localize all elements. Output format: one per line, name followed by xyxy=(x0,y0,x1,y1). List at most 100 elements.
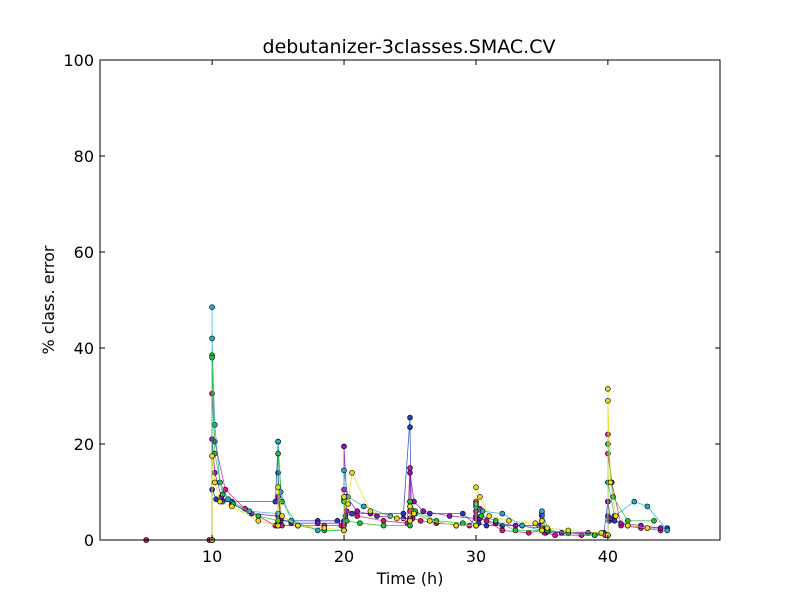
data-point xyxy=(275,522,281,529)
data-point xyxy=(367,508,374,515)
data-point xyxy=(624,517,631,524)
data-point xyxy=(483,522,490,529)
data-point xyxy=(552,532,558,539)
data-point xyxy=(478,513,485,519)
series-line-5 xyxy=(211,388,648,540)
data-point xyxy=(209,335,215,342)
data-point xyxy=(341,527,347,534)
data-point xyxy=(349,469,355,476)
y-tick-label: 60 xyxy=(74,243,94,262)
x-tick-label: 40 xyxy=(598,547,618,566)
data-point xyxy=(407,503,413,510)
data-point xyxy=(512,522,519,529)
data-point xyxy=(400,510,407,517)
data-point xyxy=(591,532,598,539)
data-point xyxy=(341,467,347,474)
data-point xyxy=(417,517,424,524)
data-point xyxy=(644,525,651,531)
data-point xyxy=(651,517,657,524)
data-point xyxy=(212,421,218,428)
y-tick-label: 100 xyxy=(63,51,94,70)
data-point xyxy=(605,397,611,404)
data-point xyxy=(607,479,614,486)
data-point xyxy=(598,529,605,536)
data-point xyxy=(275,484,281,491)
data-point xyxy=(407,469,413,476)
data-point xyxy=(565,527,572,534)
data-point xyxy=(453,522,460,529)
data-point xyxy=(374,513,380,519)
data-point xyxy=(255,517,262,524)
data-point xyxy=(624,522,631,529)
data-point xyxy=(334,517,341,524)
data-point xyxy=(212,479,218,486)
data-point xyxy=(519,522,525,529)
data-point xyxy=(446,513,453,519)
data-point xyxy=(217,498,223,505)
data-point xyxy=(525,529,532,536)
data-point xyxy=(357,520,363,527)
data-point xyxy=(209,304,215,311)
data-point xyxy=(664,527,671,534)
y-axis-label: % class. error xyxy=(39,245,58,354)
y-tick-label: 40 xyxy=(74,339,94,358)
data-point xyxy=(360,503,367,510)
data-point xyxy=(407,424,413,431)
data-point xyxy=(512,527,519,534)
data-point xyxy=(314,520,321,527)
data-point xyxy=(407,498,413,505)
data-point xyxy=(477,493,483,500)
data-point xyxy=(229,503,235,510)
data-point xyxy=(499,510,506,517)
data-point xyxy=(506,517,512,524)
y-tick-label: 0 xyxy=(84,531,94,550)
data-point xyxy=(499,527,506,534)
data-point xyxy=(473,484,479,491)
data-point xyxy=(479,508,486,515)
data-point xyxy=(558,529,565,536)
data-point xyxy=(657,525,664,531)
plot-frame xyxy=(99,59,721,541)
series-3 xyxy=(209,304,671,543)
data-point xyxy=(275,438,281,445)
data-point xyxy=(605,385,611,392)
data-point xyxy=(295,522,301,529)
x-axis-label: Time (h) xyxy=(376,569,444,588)
data-point xyxy=(354,513,361,519)
data-point xyxy=(255,513,262,519)
data-point xyxy=(492,517,499,524)
data-point xyxy=(411,510,417,517)
data-point xyxy=(631,498,638,505)
data-point xyxy=(407,414,413,421)
data-point xyxy=(486,513,492,519)
data-point xyxy=(532,520,539,527)
data-point xyxy=(644,503,651,510)
x-tick-label: 20 xyxy=(334,547,354,566)
y-tick-label: 80 xyxy=(74,147,94,166)
data-point xyxy=(407,522,413,529)
x-tick-label: 10 xyxy=(202,547,222,566)
data-point xyxy=(219,491,226,498)
data-point xyxy=(209,354,215,361)
series-layer xyxy=(143,304,671,543)
data-point xyxy=(393,515,400,522)
data-point xyxy=(473,522,479,529)
y-tick-label: 20 xyxy=(74,435,94,454)
data-point xyxy=(539,508,545,515)
data-point xyxy=(279,513,285,519)
data-point xyxy=(544,525,551,531)
data-point xyxy=(459,520,466,527)
data-point xyxy=(341,443,347,450)
data-point xyxy=(272,498,279,505)
data-point xyxy=(275,450,281,457)
data-point xyxy=(209,453,215,459)
data-point xyxy=(321,525,328,531)
chart-title: debutanizer-3classes.SMAC.CV xyxy=(263,36,556,58)
data-point xyxy=(407,465,413,471)
data-point xyxy=(539,527,545,534)
axes-layer: 10 20 30 40 0 20 40 60 80 100 xyxy=(63,51,720,566)
data-point xyxy=(279,498,285,505)
data-point xyxy=(212,469,218,476)
series-5 xyxy=(209,385,651,543)
